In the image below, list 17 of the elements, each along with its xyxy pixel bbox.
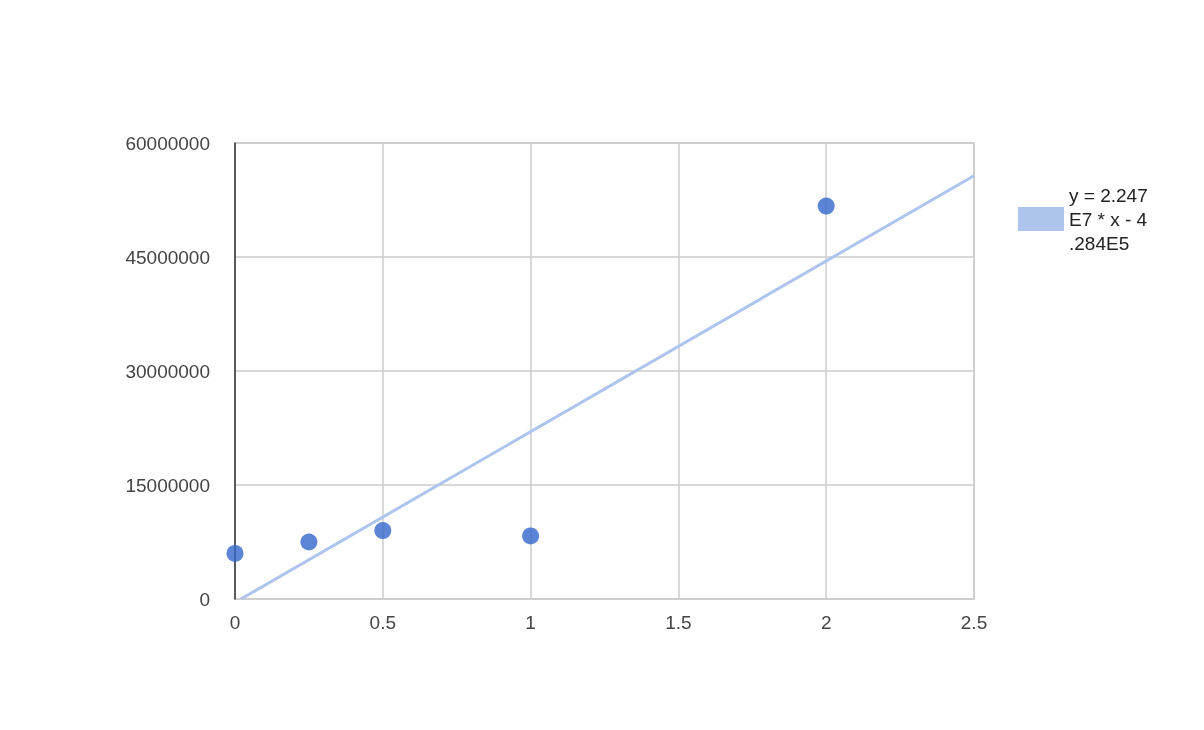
y-tick-label: 15000000 (125, 474, 210, 496)
legend-label: y = 2.247E7 * x - 4.284E5 (1069, 184, 1148, 254)
y-tick-label: 30000000 (125, 360, 210, 382)
x-tick-label: 2 (820, 612, 832, 633)
x-tick-label: 0.5 (369, 612, 397, 633)
x-tick-label: 2.5 (960, 612, 988, 633)
point (226, 544, 244, 562)
x-tick-label: 0 (229, 612, 241, 633)
point (522, 527, 540, 545)
point (817, 197, 835, 215)
x-tick-label: 1 (525, 612, 536, 633)
point (374, 522, 392, 540)
y-tick-label: 0 (199, 588, 210, 610)
x-tick-label: 1.5 (665, 612, 692, 633)
y-tick-label: 60000000 (125, 132, 210, 154)
point (300, 533, 318, 551)
y-tick-label: 45000000 (125, 246, 210, 268)
